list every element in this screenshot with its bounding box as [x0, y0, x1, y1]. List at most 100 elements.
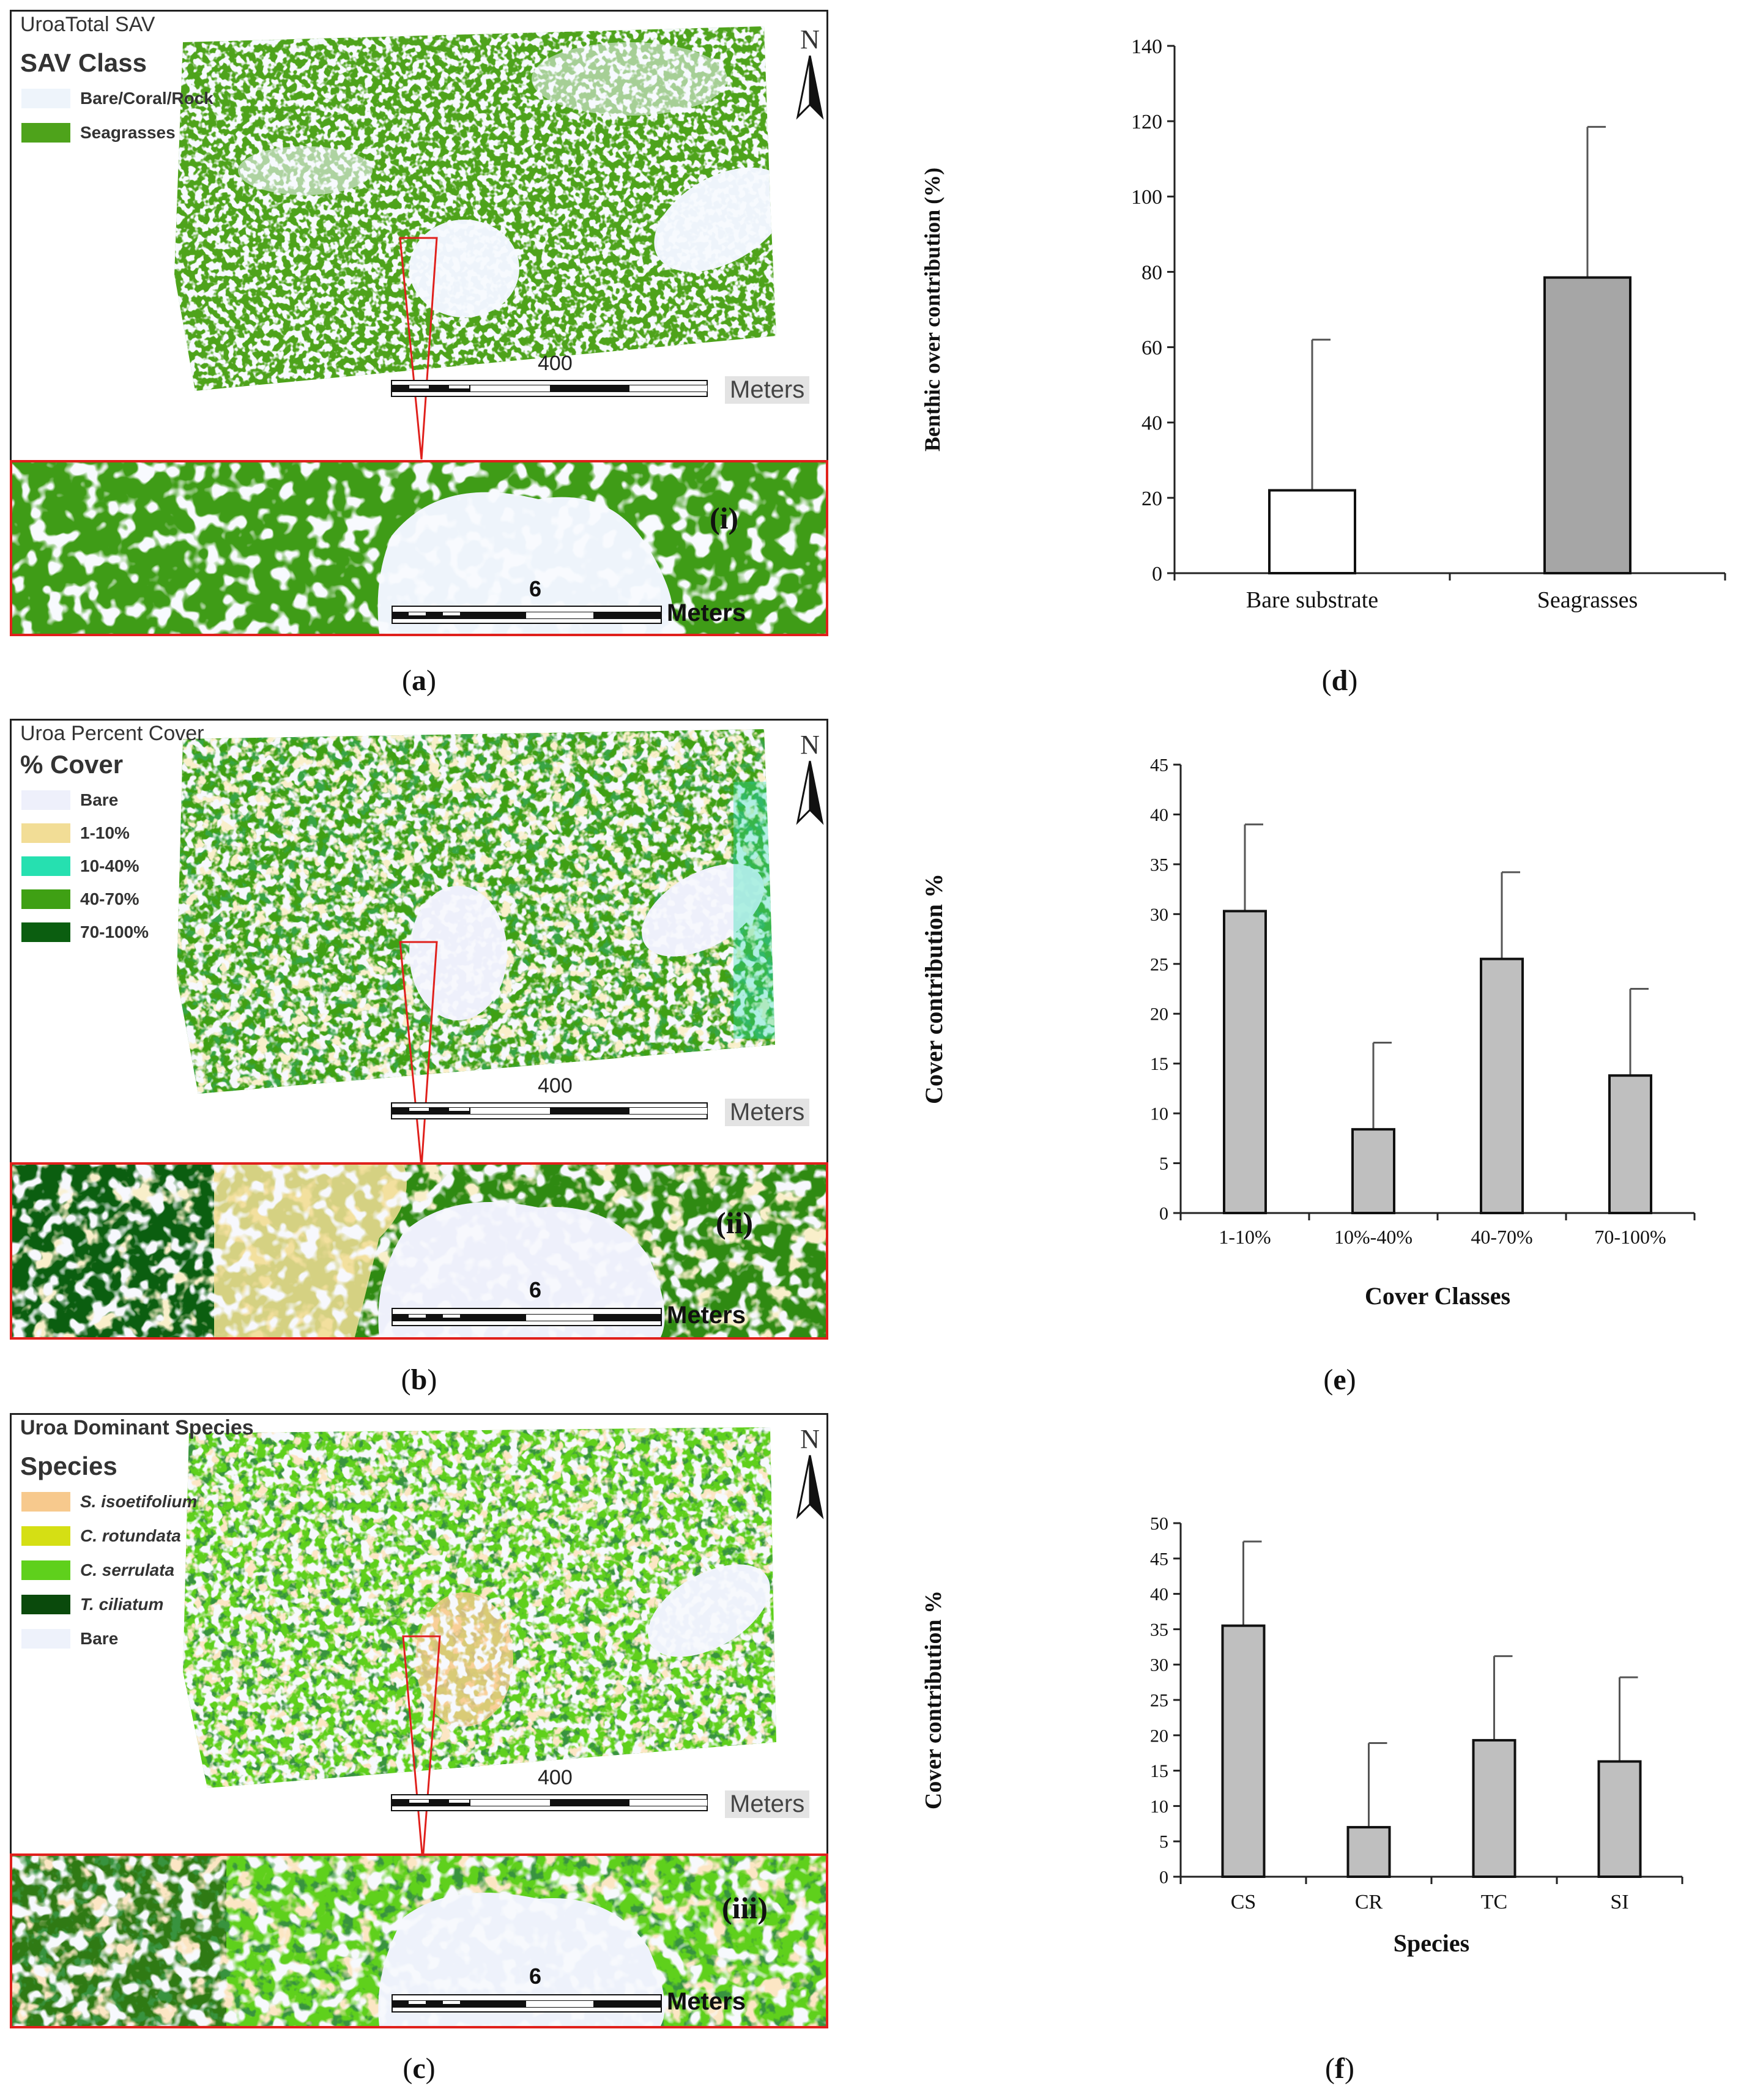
y-tick-label: 20 — [1150, 1004, 1168, 1025]
x-category-label: 40-70% — [1471, 1226, 1532, 1248]
legend-item-c-serrulata: C. serrulata — [21, 1559, 174, 1581]
scale-bar-a: 400 Meters — [391, 352, 819, 404]
legend-title-b: % Cover — [20, 750, 124, 779]
north-arrow-icon: N — [796, 24, 824, 120]
inset-scale-graphic — [392, 1994, 662, 2013]
bar-10%-40% — [1351, 1128, 1395, 1214]
scale-bar-graphic — [391, 1102, 708, 1119]
legend-swatch — [21, 856, 70, 876]
inset-raster-iii — [12, 1856, 826, 2026]
north-arrow-icon: N — [796, 730, 824, 825]
scale-bar-units: Meters — [725, 376, 810, 404]
legend-item-70-100: 70-100% — [21, 921, 149, 943]
y-tick-label: 40 — [1141, 412, 1162, 435]
y-tick-label: 30 — [1150, 905, 1168, 925]
north-label: N — [800, 730, 820, 760]
legend-item-seagrasses: Seagrasses — [21, 122, 176, 144]
map-raster-a — [174, 26, 776, 460]
y-tick-label: 45 — [1150, 755, 1168, 776]
legend-swatch — [21, 1492, 70, 1512]
x-category-label: CS — [1231, 1891, 1256, 1913]
legend-swatch — [21, 790, 70, 810]
scale-bar-c: 400 Meters — [391, 1766, 819, 1818]
legend-item-s-isoetifolium: S. isoetifolium — [21, 1491, 197, 1513]
chart-d-benthic-cover: 0 20 40 60 80 100 120 140 Bare substrate Seagrass… — [920, 35, 1726, 613]
scale-bar-b: 400 Meters — [391, 1074, 819, 1126]
y-tick-label: 0 — [1152, 563, 1162, 585]
bar-CR — [1346, 1826, 1391, 1879]
legend-label: T. ciliatum — [80, 1595, 164, 1614]
x-category-label: CR — [1355, 1891, 1383, 1913]
inset-label-i: (i) — [710, 501, 739, 535]
inset-scale-bar-iii: 6 Meters — [392, 1964, 820, 2019]
x-category-label: TC — [1481, 1891, 1507, 1913]
y-axis-title: Cover contribution % — [920, 874, 948, 1104]
y-tick-label: 35 — [1150, 855, 1168, 875]
scale-bar-label: 400 — [538, 1766, 573, 1789]
scale-bar-label: 400 — [538, 352, 573, 375]
y-tick-label: 25 — [1150, 1691, 1168, 1711]
caption-a: (a) — [402, 664, 436, 697]
bar-70-100% — [1608, 1074, 1652, 1214]
y-tick-label: 20 — [1141, 488, 1162, 510]
scale-bar-graphic — [391, 380, 708, 397]
scale-bar-graphic — [391, 1794, 708, 1811]
legend-swatch — [21, 922, 70, 942]
legend-label: 1-10% — [80, 823, 130, 842]
scale-bar-units: Meters — [725, 1099, 810, 1126]
map-title-b: Uroa Percent Cover — [20, 722, 204, 745]
x-category-label: SI — [1610, 1891, 1628, 1913]
inset-scale-graphic — [392, 606, 662, 624]
y-tick-label: 60 — [1141, 336, 1162, 359]
bar-SI — [1597, 1760, 1642, 1878]
legend-item-bare: Bare/Coral/Rock — [21, 87, 213, 109]
inset-label-ii: (ii) — [716, 1206, 754, 1240]
x-axis-title: Species — [1394, 1929, 1469, 1957]
x-category-label: 1-10% — [1219, 1226, 1271, 1248]
y-tick-label: 140 — [1131, 35, 1162, 58]
y-tick-label: 80 — [1141, 261, 1162, 284]
y-tick-label: 0 — [1159, 1204, 1168, 1224]
y-tick-label: 120 — [1131, 111, 1162, 133]
y-tick-label: 5 — [1159, 1832, 1168, 1852]
map-panel-c: Uroa Dominant Species Species S. isoetif… — [10, 1413, 828, 1861]
inset-scale-graphic — [392, 1308, 662, 1326]
legend-swatch — [21, 889, 70, 909]
x-category-label: Seagrasses — [1537, 587, 1638, 613]
legend-label: Seagrasses — [80, 123, 176, 142]
y-tick-label: 50 — [1150, 1514, 1168, 1534]
map-inset-ii: (ii) 6 Meters — [10, 1162, 828, 1340]
x-category-label: 10%-40% — [1334, 1226, 1412, 1248]
bar-TC — [1472, 1738, 1516, 1878]
legend-item-10-40: 10-40% — [21, 855, 139, 877]
north-label: N — [800, 1424, 820, 1454]
inset-scale-bar-i: 6 Meters — [392, 576, 820, 631]
legend-item-1-10: 1-10% — [21, 822, 130, 844]
scale-bar-units: Meters — [725, 1790, 810, 1818]
legend-title-a: SAV Class — [20, 48, 147, 77]
legend-label: C. serrulata — [80, 1560, 175, 1579]
y-tick-label: 30 — [1150, 1655, 1168, 1675]
inset-scale-units: Meters — [667, 1988, 746, 2015]
inset-label-iii: (iii) — [722, 1891, 768, 1925]
legend-label: Bare — [80, 1629, 119, 1648]
map-inset-i: (i) 6 Meters — [10, 460, 828, 636]
map-raster-c — [183, 1427, 776, 1859]
y-tick-label: 0 — [1159, 1868, 1168, 1888]
bar-40-70% — [1480, 957, 1524, 1214]
inset-scale-label: 6 — [529, 1964, 542, 1989]
bar-1-10% — [1223, 910, 1267, 1214]
caption-b: (b) — [401, 1364, 437, 1396]
legend-swatch — [21, 89, 70, 108]
y-tick-label: 5 — [1159, 1154, 1168, 1174]
legend-label: 70-100% — [80, 922, 149, 941]
chart-e-cover-classes: 0 5 10 15 20 25 30 35 40 45 1-10% 10%-40% 40-70% 70-1… — [920, 755, 1696, 1310]
legend-item-bare: Bare — [21, 1628, 118, 1650]
legend-swatch — [21, 1595, 70, 1614]
legend-title-c: Species — [20, 1452, 117, 1480]
legend-swatch — [21, 823, 70, 843]
map-title-a: UroaTotal SAV — [20, 13, 155, 36]
legend-swatch — [21, 1629, 70, 1649]
inset-scale-units: Meters — [667, 599, 746, 626]
bar-CS — [1221, 1624, 1266, 1878]
